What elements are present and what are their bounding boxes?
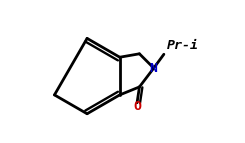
- Text: O: O: [133, 100, 141, 113]
- Text: Pr-i: Pr-i: [167, 38, 199, 51]
- Text: N: N: [150, 62, 158, 75]
